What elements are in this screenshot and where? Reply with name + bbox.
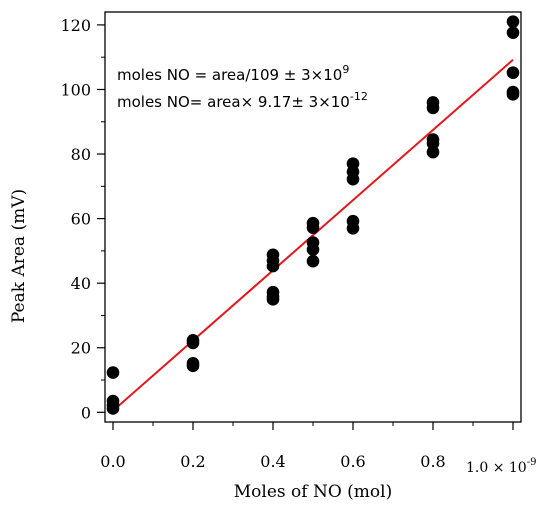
y-tick-label: 0 — [81, 403, 91, 422]
data-point — [186, 359, 200, 373]
data-point — [306, 221, 320, 234]
fit-line-layer — [112, 59, 514, 412]
data-point — [426, 101, 440, 115]
data-point — [266, 293, 280, 306]
y-axis-title: Peak Area (mV) — [9, 189, 29, 323]
y-tick-label: 80 — [71, 145, 91, 164]
data-point — [306, 243, 320, 256]
data-point — [346, 221, 360, 235]
x-tick-label: 0.0 — [100, 452, 125, 471]
data-point — [106, 402, 120, 415]
y-tick-label: 20 — [71, 339, 91, 358]
data-point — [506, 88, 520, 101]
y-tick-label: 60 — [71, 210, 91, 229]
x-axis-multiplier: 1.0 × 10-9 — [466, 457, 536, 476]
data-point — [106, 366, 120, 379]
data-point — [506, 66, 520, 79]
fit-line — [112, 59, 514, 412]
x-tick-label: 0.6 — [340, 452, 365, 471]
axis-ticks: 0 20 40 60 80 100 120 0.0 0.2 0.4 0.6 0.8 — [60, 16, 514, 471]
x-axis-title: Moles of NO (mol) — [234, 482, 392, 502]
annotation-equation-2: moles NO= area× 9.17± 3×10-12 — [117, 90, 368, 111]
y-tick-label: 120 — [60, 16, 91, 35]
data-point — [426, 145, 440, 159]
data-point — [266, 259, 280, 273]
data-point — [186, 336, 200, 350]
y-tick-label: 40 — [71, 274, 91, 293]
x-tick-label: 0.8 — [420, 452, 445, 471]
y-tick-label: 100 — [60, 80, 91, 99]
x-tick-label: 0.2 — [180, 452, 205, 471]
data-points — [106, 15, 520, 415]
data-point — [426, 137, 440, 150]
data-point — [506, 26, 520, 39]
x-tick-label: 0.4 — [260, 452, 285, 471]
data-point — [346, 172, 360, 186]
data-point — [506, 15, 520, 28]
annotation-equation-1: moles NO = area/109 ± 3×109 — [117, 63, 349, 84]
data-point — [306, 254, 320, 268]
